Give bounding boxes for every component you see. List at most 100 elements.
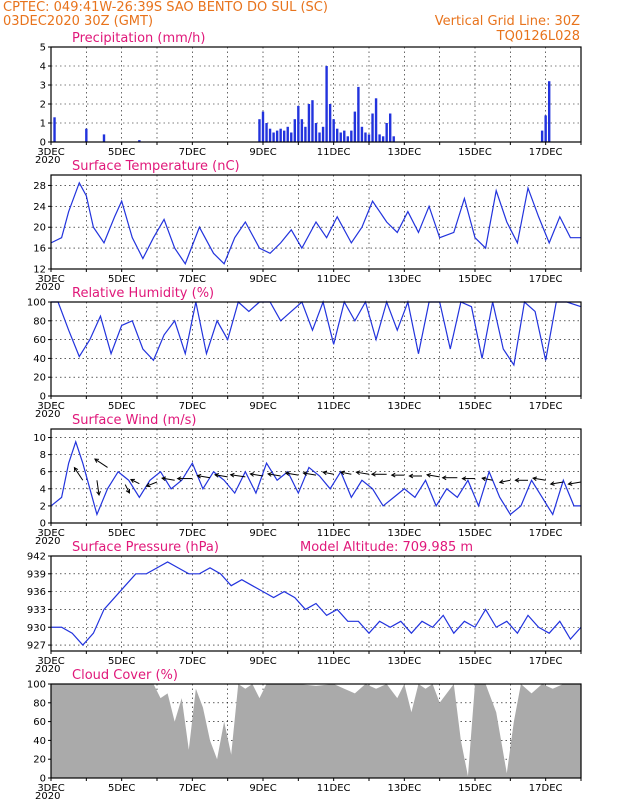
precip-bar — [540, 130, 544, 142]
pressure-line — [51, 561, 582, 646]
wind-vector-head — [96, 491, 101, 497]
wind-vector — [250, 473, 264, 477]
header-model: TQ0126L028 — [496, 29, 580, 44]
wind-vector — [426, 474, 440, 478]
precip-bar — [261, 111, 265, 142]
cloud-title: Cloud Cover (%) — [72, 668, 178, 683]
wind-vector — [73, 467, 84, 481]
cloud-area — [51, 684, 581, 778]
wind-vector-head — [567, 481, 573, 486]
precip-bar — [328, 104, 332, 142]
wind-vector — [499, 479, 511, 483]
pressure-ytick-label: 933 — [27, 605, 46, 616]
cloud-ytick-label: 100 — [27, 680, 46, 691]
wind-vector-head — [408, 473, 414, 479]
wind-vector-head — [161, 476, 167, 482]
wind-ytick-label: 4 — [40, 484, 46, 495]
precip-bar — [275, 130, 279, 142]
wind-vector — [230, 474, 246, 478]
wind-vector — [340, 471, 352, 475]
precip-bar — [297, 105, 300, 142]
wind-vector-head — [214, 472, 220, 478]
wind-vector-head — [514, 477, 520, 483]
precip-xtick-label: 11DEC — [317, 147, 351, 158]
precip-bar — [307, 104, 311, 142]
rh-xtick-label: 11DEC — [317, 401, 351, 412]
precip-bar — [336, 128, 339, 142]
cloud-xtick-label: 5DEC — [108, 783, 135, 794]
precip-bar — [265, 123, 268, 142]
temp-xtick-label: 5DEC — [108, 274, 135, 285]
pressure-title: Surface Pressure (hPa) — [72, 540, 219, 555]
precip-bar — [283, 130, 286, 142]
wind-vector — [197, 475, 211, 479]
cloud-year-label: 2020 — [35, 791, 60, 800]
rh-title: Relative Humidity (%) — [72, 286, 214, 301]
precip-year-label: 2020 — [35, 155, 60, 166]
precip-xtick-label: 9DEC — [249, 147, 276, 158]
precip-bar — [350, 130, 353, 142]
wind-vector — [124, 484, 130, 494]
wind-xtick-label: 15DEC — [458, 528, 492, 539]
pressure-xtick-label: 13DEC — [387, 656, 421, 667]
cloud-ytick-label: 0 — [40, 774, 46, 785]
pressure-xtick-label: 17DEC — [529, 656, 563, 667]
wind-vector — [550, 481, 564, 485]
wind-title: Surface Wind (m/s) — [72, 413, 196, 428]
pressure-ytick-label: 942 — [27, 552, 46, 563]
temp-ytick-label: 24 — [33, 202, 46, 213]
wind-vector-head — [339, 470, 345, 476]
wind-vector-head — [94, 458, 99, 463]
temp-xtick-label: 13DEC — [387, 274, 421, 285]
wind-ytick-label: 0 — [40, 519, 46, 530]
wind-vector-head — [481, 476, 487, 482]
precip-bar — [268, 128, 272, 142]
wind-vectors — [73, 458, 582, 497]
rh-xtick-label: 7DEC — [179, 401, 206, 412]
wind-vector-head — [302, 471, 308, 476]
wind-vector — [323, 471, 334, 475]
cloud-xtick-label: 17DEC — [529, 783, 563, 794]
wind-vector-head — [426, 472, 432, 478]
precip-panel: 0 1 2 3 4 5 3DEC 5DEC 7DEC 9DEC 11DEC 13DEC 15DEC 17D… — [35, 31, 582, 166]
precip-bar — [102, 134, 106, 142]
precip-ytick-label: 0 — [40, 138, 46, 149]
precip-bar — [346, 136, 349, 142]
precip-bar — [381, 136, 385, 142]
cloud-ytick-label: 60 — [33, 717, 46, 728]
wind-line — [50, 439, 581, 517]
pressure-xtick-label: 15DEC — [458, 656, 492, 667]
wind-vector-head — [249, 472, 255, 477]
wind-vector-head — [461, 476, 467, 481]
wind-vector — [94, 458, 108, 468]
precip-bar — [318, 132, 321, 142]
rh-xtick-label: 15DEC — [458, 401, 492, 412]
pressure-xtick-label: 11DEC — [317, 656, 351, 667]
wind-vector-head — [441, 475, 447, 481]
wind-ytick-label: 6 — [40, 467, 46, 478]
wind-vector — [214, 474, 228, 478]
pressure-panel: 927 930 933 936 939 942 3DEC 5DEC 7DEC 9DEC 11DEC 1… — [27, 540, 582, 675]
cloud-ytick-label: 80 — [33, 698, 46, 709]
wind-ytick-label: 10 — [33, 433, 46, 444]
rh-ytick-label: 40 — [33, 354, 46, 365]
precip-bar — [321, 126, 325, 142]
precip-xtick-label: 3DEC — [37, 147, 64, 158]
cloud-xtick-label: 7DEC — [179, 783, 206, 794]
wind-vector — [285, 472, 299, 476]
pressure-ytick-label: 936 — [27, 587, 46, 598]
wind-vector — [568, 481, 582, 485]
rh-xtick-label: 17DEC — [529, 401, 563, 412]
temp-xtick-label: 9DEC — [249, 274, 276, 285]
wind-ytick-label: 8 — [40, 450, 46, 461]
wind-frame — [50, 428, 582, 524]
precip-ytick-label: 2 — [40, 100, 46, 111]
cloud-frame — [50, 683, 582, 779]
rh-xtick-label: 13DEC — [387, 401, 421, 412]
wind-year-label: 2020 — [35, 536, 60, 547]
wind-vector-head — [532, 476, 538, 482]
precip-bar — [378, 134, 381, 142]
wind-vector-head — [284, 471, 290, 476]
temp-panel: 12 16 20 24 28 3DEC 5DEC 7DEC 9DEC 11DEC 13DEC 15DE… — [33, 159, 582, 293]
